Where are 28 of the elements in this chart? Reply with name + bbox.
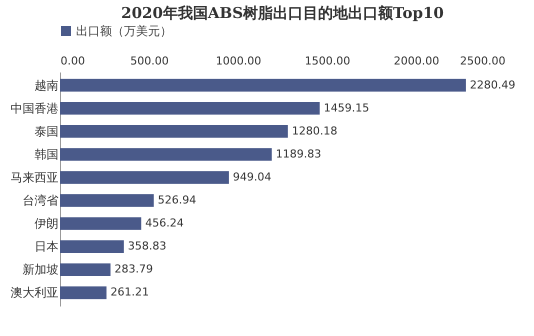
data-label: 283.79	[114, 262, 154, 276]
y-tick-label: 泰国	[34, 124, 58, 138]
data-label: 1280.18	[292, 124, 338, 138]
x-tick-label: 500.00	[130, 54, 169, 68]
y-tick-label: 越南	[34, 78, 58, 92]
legend-label: 出口额（万美元）	[76, 24, 172, 38]
data-label: 526.94	[158, 194, 196, 207]
data-label: 1189.83	[276, 147, 322, 160]
x-tick-label: 2000.00	[394, 54, 440, 68]
y-tick-label: 澳大利亚	[10, 286, 58, 300]
y-tick-label: 新加坡	[22, 262, 58, 277]
y-tick-label: 中国香港	[10, 101, 58, 116]
y-tick-label: 伊朗	[34, 216, 58, 231]
y-tick-label: 日本	[34, 240, 58, 254]
data-label: 2280.49	[470, 78, 516, 92]
x-tick-label: 2500.00	[460, 54, 506, 68]
data-label: 358.83	[128, 240, 166, 253]
x-tick-label: 0.00	[60, 54, 85, 68]
y-tick-label: 韩国	[34, 147, 58, 162]
y-tick-label: 台湾省	[22, 194, 58, 208]
data-label: 261.21	[110, 286, 149, 299]
x-tick-label: 1000.00	[216, 54, 262, 68]
data-label: 949.04	[232, 170, 272, 184]
data-label: 456.24	[145, 216, 184, 230]
data-label: 1459.15	[324, 101, 370, 114]
chart-title: 2020年我国ABS树脂出口目的地出口额Top10	[121, 4, 444, 22]
x-tick-label: 1500.00	[304, 54, 350, 68]
y-tick-label: 马来西亚	[10, 170, 58, 184]
